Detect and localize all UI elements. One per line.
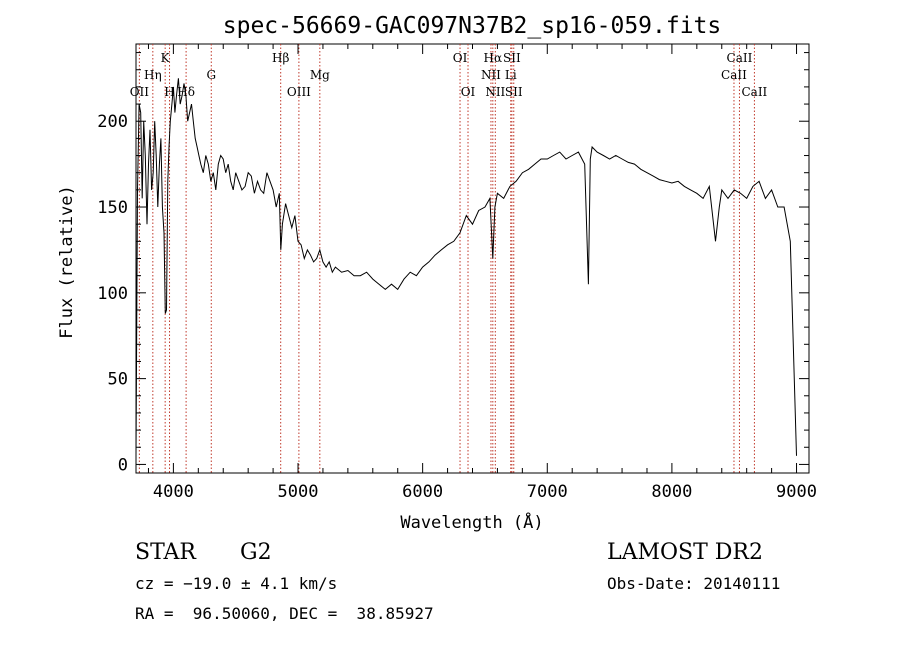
x-axis: 4000 5000 6000 7000 8000 9000 (147, 44, 817, 502)
x-tick-label-9000: 9000 (776, 482, 817, 502)
line-label-5: G (206, 68, 216, 82)
survey-name: LAMOST DR2 (607, 540, 763, 565)
line-label-11: NII (481, 68, 501, 82)
line-label-8: Mg (310, 68, 330, 82)
observation-date: Obs-Date: 20140111 (607, 574, 781, 593)
plot-frame (135, 43, 810, 474)
line-label-3: H (164, 85, 174, 99)
line-label-15: SII (503, 51, 521, 65)
x-tick-label-8000: 8000 (651, 482, 692, 502)
line-label-9: OI (453, 51, 468, 65)
y-tick-label-150: 150 (97, 198, 128, 218)
line-label-14: Li (505, 68, 517, 82)
y-axis-label: Flux (relative) (57, 185, 77, 339)
x-tick-label-6000: 6000 (402, 482, 443, 502)
line-label-1: Hη (144, 68, 162, 82)
line-label-17: CaII (721, 68, 747, 82)
spectrum-line (135, 78, 797, 456)
x-tick-label-4000: 4000 (153, 482, 194, 502)
y-tick-label-0: 0 (118, 455, 128, 475)
line-label-12: Hα (484, 51, 503, 65)
spectral-line-markers (138, 44, 755, 473)
redshift-velocity: cz = −19.0 ± 4.1 km/s (135, 574, 338, 593)
line-label-2: K (161, 51, 171, 65)
line-label-0: OII (130, 85, 150, 99)
x-tick-label-7000: 7000 (527, 482, 568, 502)
y-tick-label-200: 200 (97, 112, 128, 132)
y-axis: 0 50 100 150 200 (97, 52, 809, 475)
line-label-19: CaII (741, 85, 767, 99)
line-label-6: Hβ (272, 51, 289, 65)
y-tick-label-50: 50 (108, 370, 128, 390)
object-subclass: G2 (240, 540, 272, 565)
line-label-16: SII (505, 85, 523, 99)
y-tick-label-100: 100 (97, 284, 128, 304)
coordinates: RA = 96.50060, DEC = 38.85927 (135, 604, 434, 623)
line-label-18: CaII (727, 51, 753, 65)
line-label-10: OI (461, 85, 476, 99)
line-label-7: OIII (287, 85, 311, 99)
line-label-13: NII (485, 85, 505, 99)
x-tick-label-5000: 5000 (278, 482, 319, 502)
object-class: STAR (135, 540, 196, 565)
x-axis-label: Wavelength (Å) (400, 511, 543, 533)
chart-title: spec-56669-GAC097N37B2_sp16-059.fits (223, 13, 722, 39)
